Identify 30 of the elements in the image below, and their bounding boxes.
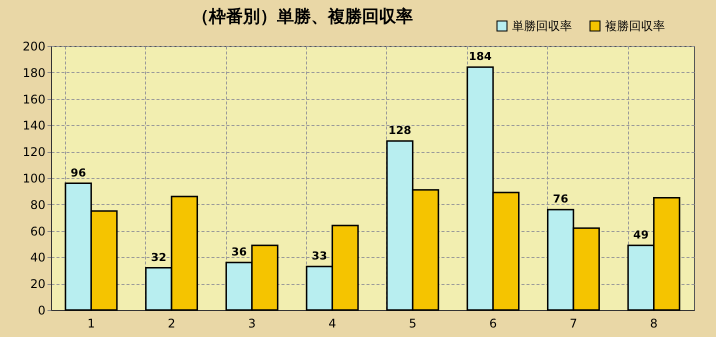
data-label: 49	[633, 228, 649, 242]
y-tick-label: 40	[30, 250, 46, 265]
data-label: 33	[312, 249, 328, 262]
x-tick-label: 5	[408, 316, 417, 330]
y-tick-label: 0	[38, 304, 46, 318]
x-tick-label: 4	[328, 316, 336, 330]
x-tick-label: 7	[570, 316, 578, 330]
y-tick-label: 80	[30, 198, 46, 212]
y-tick-label: 20	[30, 277, 46, 292]
legend-label: 単勝回収率	[512, 19, 572, 33]
legend-label: 複勝回収率	[605, 19, 665, 33]
y-tick-label: 100	[22, 172, 46, 186]
data-label: 128	[388, 124, 412, 138]
y-tick-label: 200	[22, 40, 46, 54]
data-label: 36	[231, 245, 248, 258]
y-tick-label: 120	[22, 145, 46, 160]
y-tick-label: 60	[30, 224, 46, 238]
y-tick-label: 180	[22, 66, 46, 80]
data-label: 76	[552, 192, 569, 206]
x-tick-label: 2	[168, 316, 176, 330]
data-label: 184	[468, 50, 492, 64]
chart-title: （枠番別）単勝、複勝回収率	[192, 7, 413, 27]
x-tick-label: 8	[650, 316, 658, 330]
y-tick-label: 140	[22, 118, 46, 133]
x-tick-label: 6	[489, 316, 497, 330]
data-label: 32	[151, 250, 166, 264]
x-tick-label: 3	[248, 316, 256, 330]
data-label: 96	[70, 166, 86, 180]
x-tick-label: 1	[87, 316, 96, 330]
y-tick-label: 160	[22, 92, 46, 106]
